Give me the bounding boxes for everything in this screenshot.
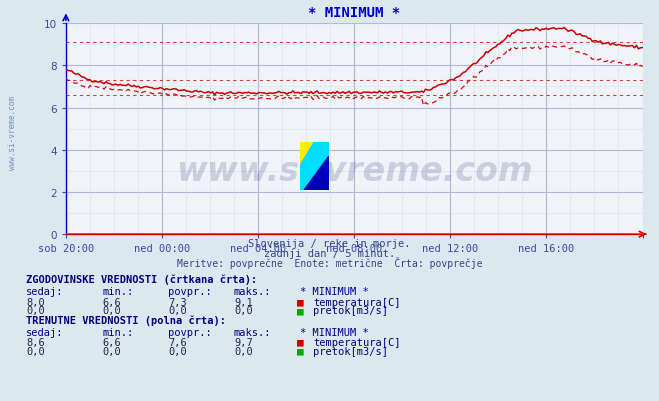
Text: ■: ■ (297, 337, 303, 347)
Polygon shape (304, 157, 329, 190)
Text: 6,6: 6,6 (102, 337, 121, 347)
Text: 0,0: 0,0 (234, 346, 252, 356)
Text: povpr.:: povpr.: (168, 287, 212, 297)
Text: min.:: min.: (102, 327, 133, 337)
Text: pretok[m3/s]: pretok[m3/s] (313, 306, 388, 316)
Polygon shape (300, 142, 329, 190)
Text: 0,0: 0,0 (102, 306, 121, 316)
Text: ■: ■ (297, 297, 303, 307)
Text: www.si-vreme.com: www.si-vreme.com (8, 95, 17, 169)
Text: 9,7: 9,7 (234, 337, 252, 347)
Title: * MINIMUM *: * MINIMUM * (308, 6, 400, 20)
Text: min.:: min.: (102, 287, 133, 297)
Text: 9,1: 9,1 (234, 297, 252, 307)
Text: temperatura[C]: temperatura[C] (313, 297, 401, 307)
Text: www.si-vreme.com: www.si-vreme.com (176, 155, 532, 188)
Text: 6,6: 6,6 (102, 297, 121, 307)
Text: * MINIMUM *: * MINIMUM * (300, 327, 368, 337)
Polygon shape (314, 166, 329, 190)
Text: sedaj:: sedaj: (26, 327, 64, 337)
Text: Meritve: povprečne  Enote: metrične  Črta: povprečje: Meritve: povprečne Enote: metrične Črta:… (177, 257, 482, 269)
Text: 0,0: 0,0 (102, 346, 121, 356)
Text: 0,0: 0,0 (26, 306, 45, 316)
Text: 0,0: 0,0 (234, 306, 252, 316)
Polygon shape (300, 142, 314, 166)
Text: sedaj:: sedaj: (26, 287, 64, 297)
Text: 0,0: 0,0 (26, 346, 45, 356)
Text: 0,0: 0,0 (168, 346, 186, 356)
Text: maks.:: maks.: (234, 327, 272, 337)
Text: 0,0: 0,0 (168, 306, 186, 316)
Text: TRENUTNE VREDNOSTI (polna črta):: TRENUTNE VREDNOSTI (polna črta): (26, 315, 226, 326)
Text: Slovenija / reke in morje.: Slovenija / reke in morje. (248, 239, 411, 249)
Text: ■: ■ (297, 306, 303, 316)
Text: ■: ■ (297, 346, 303, 356)
Text: 7,6: 7,6 (168, 337, 186, 347)
Text: 7,3: 7,3 (168, 297, 186, 307)
Text: ZGODOVINSKE VREDNOSTI (črtkana črta):: ZGODOVINSKE VREDNOSTI (črtkana črta): (26, 274, 258, 285)
Text: * MINIMUM *: * MINIMUM * (300, 287, 368, 297)
Text: 8,6: 8,6 (26, 337, 45, 347)
Text: zadnji dan / 5 minut.: zadnji dan / 5 minut. (264, 249, 395, 259)
Text: 8,0: 8,0 (26, 297, 45, 307)
Text: povpr.:: povpr.: (168, 327, 212, 337)
Text: maks.:: maks.: (234, 287, 272, 297)
Text: temperatura[C]: temperatura[C] (313, 337, 401, 347)
Text: pretok[m3/s]: pretok[m3/s] (313, 346, 388, 356)
